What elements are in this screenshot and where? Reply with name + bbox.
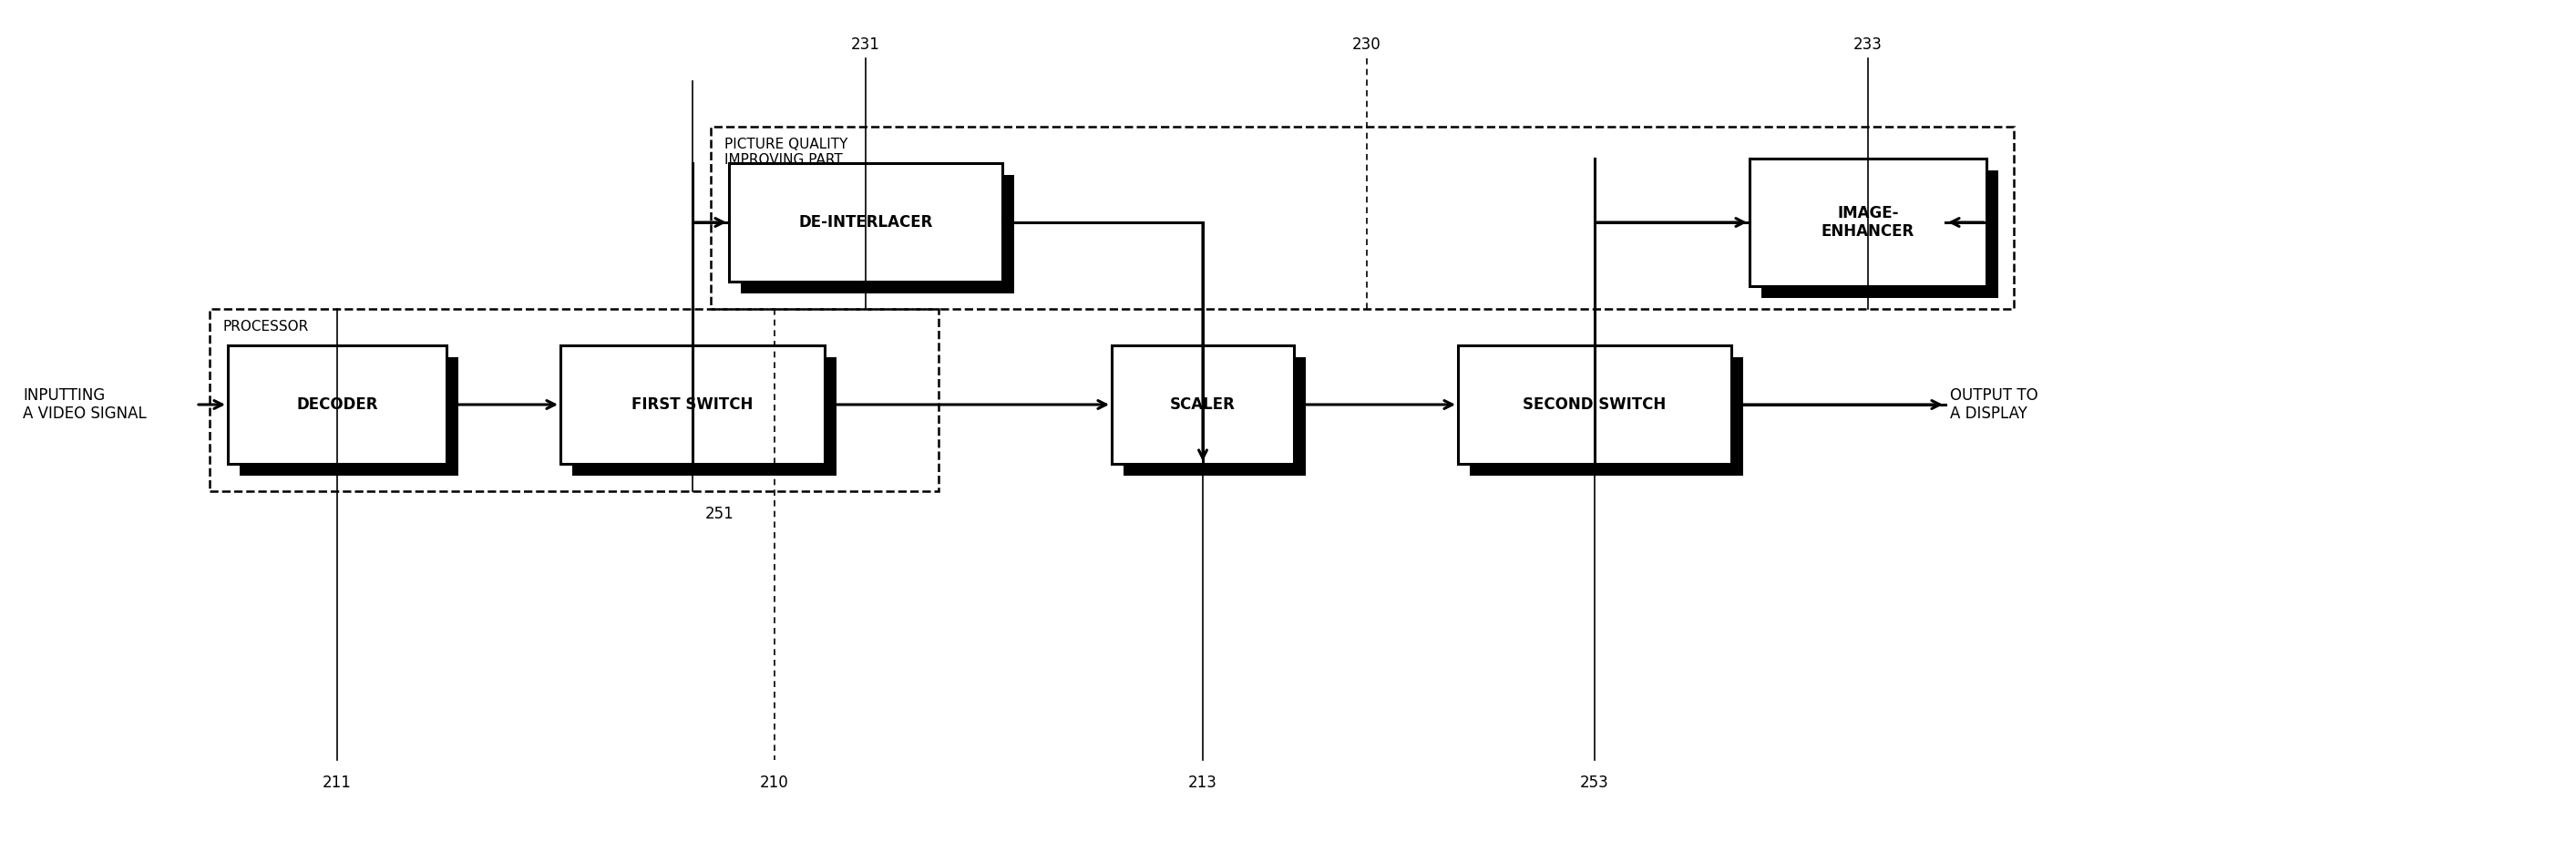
Bar	[711, 126, 2014, 309]
Text: 231: 231	[850, 36, 881, 53]
Bar	[240, 357, 459, 476]
Bar	[1749, 158, 1986, 286]
Bar	[209, 309, 938, 491]
Text: SECOND SWITCH: SECOND SWITCH	[1522, 397, 1667, 413]
Text: 213: 213	[1188, 775, 1218, 791]
Bar	[1123, 357, 1306, 476]
Text: SCALER: SCALER	[1170, 397, 1236, 413]
Bar	[1113, 345, 1293, 464]
Text: 210: 210	[760, 775, 788, 791]
Text: 230: 230	[1352, 36, 1381, 53]
Text: IMAGE-
ENHANCER: IMAGE- ENHANCER	[1821, 205, 1914, 240]
Text: PROCESSOR: PROCESSOR	[224, 320, 309, 333]
Bar	[1471, 357, 1744, 476]
Text: 253: 253	[1579, 775, 1610, 791]
Text: 233: 233	[1855, 36, 1883, 53]
Bar	[742, 175, 1015, 293]
Text: DECODER: DECODER	[296, 397, 379, 413]
Text: INPUTTING
A VIDEO SIGNAL: INPUTTING A VIDEO SIGNAL	[23, 387, 147, 423]
Bar	[1458, 345, 1731, 464]
Bar	[227, 345, 446, 464]
Bar	[572, 357, 837, 476]
Bar	[729, 163, 1002, 281]
Text: PICTURE QUALITY
IMPROVING PART: PICTURE QUALITY IMPROVING PART	[724, 137, 848, 167]
Text: DE-INTERLACER: DE-INTERLACER	[799, 214, 933, 231]
Text: FIRST SWITCH: FIRST SWITCH	[631, 397, 752, 413]
Bar	[562, 345, 824, 464]
Text: 211: 211	[322, 775, 353, 791]
Bar	[1762, 170, 1999, 298]
Text: OUTPUT TO
A DISPLAY: OUTPUT TO A DISPLAY	[1950, 387, 2038, 423]
Text: 251: 251	[706, 506, 734, 522]
